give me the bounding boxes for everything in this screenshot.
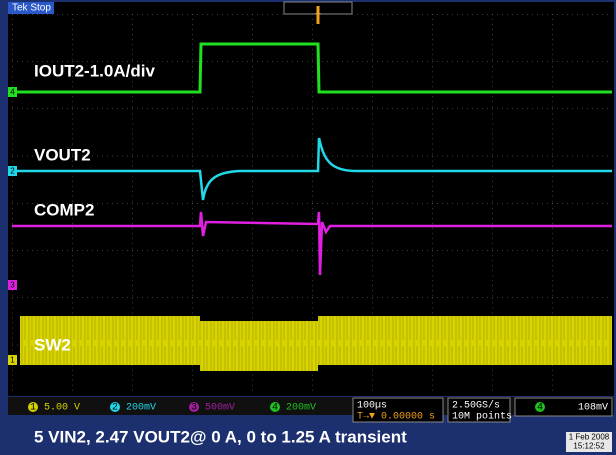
trigger-level: 108mV [578, 403, 608, 414]
trace-label: IOUT2-1.0A/div [34, 61, 155, 80]
channel-marker-label: 4 [10, 88, 15, 97]
trace-iout [12, 42, 612, 94]
status-tag [8, 2, 54, 14]
channel-marker-label: 2 [10, 167, 15, 176]
ch-number: 4 [272, 403, 278, 414]
caption: 5 VIN2, 2.47 VOUT2@ 0 A, 0 to 1.25 A tra… [34, 427, 407, 446]
ch-number: 1 [30, 403, 36, 414]
trace-label: SW2 [34, 335, 71, 354]
status: Tek Stop [12, 3, 51, 14]
channel-marker-label: 1 [10, 356, 15, 365]
channel-marker [8, 166, 17, 176]
ch-number: 3 [191, 403, 197, 414]
trace-label: VOUT2 [34, 145, 91, 164]
timebase-box [352, 397, 444, 423]
trace-comp [12, 211, 612, 276]
date-box [566, 432, 612, 452]
time: 15:12:52 [573, 442, 605, 451]
trace-sw [20, 316, 200, 365]
channel-marker [8, 355, 17, 365]
channel-marker-label: 3 [10, 281, 15, 290]
record-length: 10M points [452, 411, 512, 423]
timebase: 100µs [357, 401, 387, 412]
trace-sw [318, 316, 612, 365]
trigger-channel: 4 [537, 403, 543, 414]
channel-marker [8, 280, 17, 290]
ch-icon [189, 402, 199, 412]
ch-scale: 500mV [205, 403, 235, 414]
date: 1 Feb 2008 [569, 433, 610, 442]
trace-vout [12, 137, 612, 201]
channel-marker [8, 87, 17, 97]
acq-box [447, 397, 511, 423]
ch-icon [535, 402, 545, 412]
ch-scale: 5.00 V [44, 403, 80, 414]
ch-icon [270, 402, 280, 412]
ch-scale: 200mV [126, 403, 156, 414]
ch-scale: 200mV [286, 403, 316, 414]
sample-rate: 2.50GS/s [452, 400, 500, 412]
ch-icon [28, 402, 38, 412]
trace-label: COMP2 [34, 200, 94, 219]
trace-sw [200, 321, 318, 371]
ch-number: 2 [112, 403, 118, 414]
position: T→▼ 0.00000 s [357, 412, 435, 423]
ch-icon [110, 402, 120, 412]
